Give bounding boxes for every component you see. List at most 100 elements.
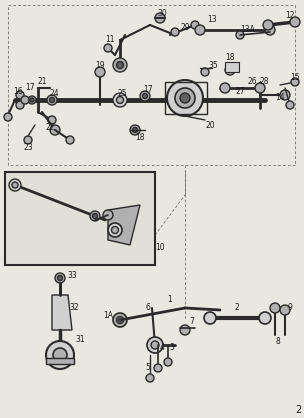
Circle shape <box>48 116 56 124</box>
Circle shape <box>90 211 100 221</box>
Circle shape <box>24 136 32 144</box>
Circle shape <box>46 341 74 369</box>
Circle shape <box>113 93 127 107</box>
Circle shape <box>113 58 127 72</box>
Circle shape <box>92 214 98 219</box>
Circle shape <box>290 17 300 27</box>
Text: 24: 24 <box>49 89 59 97</box>
Circle shape <box>259 312 271 324</box>
Circle shape <box>225 65 235 75</box>
Text: 5: 5 <box>146 364 150 372</box>
Circle shape <box>265 25 275 35</box>
Polygon shape <box>108 205 140 245</box>
Text: 26: 26 <box>247 77 257 87</box>
Circle shape <box>21 96 29 104</box>
Text: 19: 19 <box>95 61 105 69</box>
Circle shape <box>116 61 123 69</box>
Text: 6: 6 <box>146 303 150 313</box>
Text: 31: 31 <box>75 336 85 344</box>
Circle shape <box>95 67 105 77</box>
Circle shape <box>155 13 165 23</box>
Circle shape <box>263 20 273 30</box>
Text: 1: 1 <box>168 296 172 304</box>
Circle shape <box>116 97 123 104</box>
Circle shape <box>57 275 63 280</box>
Circle shape <box>50 97 54 102</box>
Circle shape <box>175 88 195 108</box>
Text: 23: 23 <box>23 143 33 153</box>
Circle shape <box>113 313 127 327</box>
Text: 7: 7 <box>190 318 195 326</box>
Circle shape <box>143 94 147 99</box>
Bar <box>46 358 74 364</box>
Circle shape <box>116 316 123 324</box>
Circle shape <box>16 101 24 109</box>
Circle shape <box>47 95 57 105</box>
Circle shape <box>154 364 162 372</box>
Circle shape <box>133 127 137 133</box>
Circle shape <box>146 374 154 382</box>
Circle shape <box>4 113 12 121</box>
Text: 25: 25 <box>117 89 127 97</box>
Text: 33: 33 <box>67 270 77 280</box>
Text: 13A: 13A <box>240 25 255 35</box>
Circle shape <box>220 83 230 93</box>
Text: 32: 32 <box>69 303 79 313</box>
Circle shape <box>151 341 159 349</box>
Text: 2: 2 <box>235 303 239 313</box>
Text: 12: 12 <box>285 12 295 20</box>
Circle shape <box>50 125 60 135</box>
Text: 20: 20 <box>205 120 215 130</box>
Circle shape <box>255 83 265 93</box>
Text: 11: 11 <box>105 36 115 44</box>
Bar <box>5 172 155 265</box>
Circle shape <box>147 337 163 353</box>
Text: 10: 10 <box>155 244 165 252</box>
Circle shape <box>270 303 280 313</box>
Circle shape <box>191 21 199 29</box>
Circle shape <box>66 136 74 144</box>
Text: 17: 17 <box>143 84 153 94</box>
Text: 16: 16 <box>13 87 23 97</box>
Text: 28: 28 <box>259 77 269 87</box>
Circle shape <box>291 78 299 86</box>
Circle shape <box>108 223 122 237</box>
Circle shape <box>9 179 21 191</box>
Text: 18: 18 <box>135 133 145 143</box>
Text: 8: 8 <box>276 337 280 347</box>
Circle shape <box>286 101 294 109</box>
Text: 4: 4 <box>160 344 164 352</box>
Text: 27: 27 <box>235 87 245 97</box>
Circle shape <box>201 68 209 76</box>
Text: 18: 18 <box>225 54 235 63</box>
Circle shape <box>195 25 205 35</box>
Text: 29: 29 <box>180 23 190 31</box>
Circle shape <box>28 96 36 104</box>
Text: 9: 9 <box>288 303 292 313</box>
Circle shape <box>180 325 190 335</box>
Bar <box>225 62 239 72</box>
Circle shape <box>171 28 179 36</box>
Circle shape <box>16 91 24 99</box>
Text: 2: 2 <box>295 405 301 415</box>
Circle shape <box>55 273 65 283</box>
Circle shape <box>236 31 244 39</box>
Circle shape <box>130 125 140 135</box>
Circle shape <box>204 312 216 324</box>
Text: 1A: 1A <box>103 311 113 321</box>
Circle shape <box>167 80 203 116</box>
Text: 15: 15 <box>290 74 300 82</box>
Text: 3: 3 <box>170 344 174 352</box>
Circle shape <box>164 358 172 366</box>
Circle shape <box>140 91 150 101</box>
Circle shape <box>103 210 113 220</box>
Circle shape <box>112 227 119 234</box>
Circle shape <box>280 305 290 315</box>
Text: 14: 14 <box>275 94 285 102</box>
Text: 21: 21 <box>37 77 47 87</box>
Text: 30: 30 <box>157 10 167 18</box>
Circle shape <box>12 182 18 188</box>
Text: 17: 17 <box>25 84 35 92</box>
Text: 13: 13 <box>207 15 217 25</box>
Circle shape <box>280 90 290 100</box>
